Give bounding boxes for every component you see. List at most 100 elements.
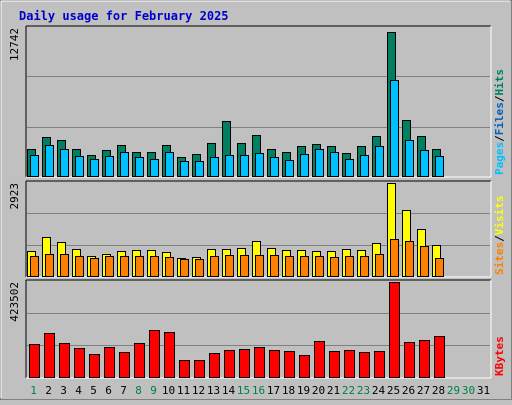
bar-pages-day-17 xyxy=(270,157,279,177)
bar-pages-day-27 xyxy=(420,150,429,177)
day-label: 18 xyxy=(282,384,295,397)
bar-pages-day-19 xyxy=(300,154,309,177)
bar-sites-day-21 xyxy=(330,257,339,277)
bar-pages-day-13 xyxy=(210,157,219,177)
bar-kbytes-day-3 xyxy=(59,343,70,378)
day-label: 4 xyxy=(75,384,82,397)
bar-sites-day-5 xyxy=(90,258,99,277)
bar-kbytes-day-16 xyxy=(254,347,265,378)
day-label: 17 xyxy=(267,384,280,397)
day-label: 3 xyxy=(60,384,67,397)
bar-pages-day-22 xyxy=(345,159,354,177)
day-label: 8 xyxy=(135,384,142,397)
bar-kbytes-day-4 xyxy=(74,348,85,378)
day-label: 28 xyxy=(432,384,445,397)
bar-pages-day-11 xyxy=(180,161,189,177)
bar-sites-day-18 xyxy=(285,256,294,277)
bar-sites-day-8 xyxy=(135,256,144,277)
bar-kbytes-day-21 xyxy=(329,351,340,378)
bar-kbytes-day-10 xyxy=(164,332,175,378)
panel-max-label: 423502 xyxy=(8,282,21,322)
bars-hits xyxy=(27,32,444,177)
bar-kbytes-day-2 xyxy=(44,333,55,378)
chart-title: Daily usage for February 2025 xyxy=(19,9,229,23)
bar-sites-day-1 xyxy=(30,256,39,277)
legend-entry: Hits xyxy=(493,69,506,96)
legend-entry: / xyxy=(493,235,506,242)
bar-kbytes-day-18 xyxy=(284,351,295,378)
day-label: 1 xyxy=(30,384,37,397)
bar-sites-day-11 xyxy=(180,259,189,277)
day-label: 20 xyxy=(312,384,325,397)
bar-kbytes-day-23 xyxy=(359,352,370,378)
day-label: 11 xyxy=(177,384,190,397)
panel-visits: 2923 Sites/Visits xyxy=(8,180,506,278)
legend-entry: KBytes xyxy=(493,336,506,376)
bar-sites-day-15 xyxy=(240,255,249,277)
bar-sites-day-23 xyxy=(360,256,369,277)
bar-kbytes-day-5 xyxy=(89,354,100,378)
bar-kbytes-day-7 xyxy=(119,352,130,378)
day-label: 5 xyxy=(90,384,97,397)
bar-pages-day-9 xyxy=(150,159,159,177)
day-label: 19 xyxy=(297,384,310,397)
bar-sites-day-27 xyxy=(420,246,429,277)
day-label: 23 xyxy=(357,384,370,397)
bar-pages-day-6 xyxy=(105,156,114,177)
bar-sites-day-6 xyxy=(105,256,114,277)
bar-pages-day-4 xyxy=(75,156,84,177)
legend-entry: Pages xyxy=(493,142,506,175)
bar-pages-day-18 xyxy=(285,160,294,177)
day-label: 27 xyxy=(417,384,430,397)
bar-pages-day-8 xyxy=(135,157,144,177)
bar-sites-day-19 xyxy=(300,256,309,277)
bars-visits xyxy=(27,183,444,277)
bar-pages-day-3 xyxy=(60,149,69,177)
bar-sites-day-25 xyxy=(390,239,399,277)
day-label: 21 xyxy=(327,384,340,397)
bar-pages-day-25 xyxy=(390,80,399,177)
panel-max-label: 2923 xyxy=(8,183,21,210)
bar-pages-day-23 xyxy=(360,155,369,177)
bar-kbytes-day-15 xyxy=(239,349,250,378)
bar-pages-day-5 xyxy=(90,159,99,177)
bar-sites-day-13 xyxy=(210,256,219,277)
bars-kbytes xyxy=(29,282,445,378)
bar-sites-day-7 xyxy=(120,256,129,277)
bar-kbytes-day-20 xyxy=(314,341,325,378)
day-label: 7 xyxy=(120,384,127,397)
bar-sites-day-14 xyxy=(225,255,234,277)
bar-sites-day-24 xyxy=(375,254,384,277)
bar-pages-day-14 xyxy=(225,155,234,177)
bar-pages-day-20 xyxy=(315,149,324,177)
bar-kbytes-day-13 xyxy=(209,353,220,378)
bar-sites-day-2 xyxy=(45,254,54,277)
bar-kbytes-day-6 xyxy=(104,347,115,378)
bar-pages-day-7 xyxy=(120,152,129,177)
panel-legend: Pages/Files/Hits xyxy=(493,69,506,175)
day-label: 25 xyxy=(387,384,400,397)
bar-pages-day-28 xyxy=(435,156,444,177)
bar-sites-day-28 xyxy=(435,258,444,277)
day-label: 16 xyxy=(252,384,265,397)
bar-kbytes-day-26 xyxy=(404,342,415,378)
day-label: 9 xyxy=(150,384,157,397)
panel-legend: KBytes xyxy=(493,336,506,376)
bar-sites-day-12 xyxy=(195,259,204,277)
bar-sites-day-17 xyxy=(270,255,279,277)
legend-entry: Visits xyxy=(493,196,506,236)
bar-kbytes-day-28 xyxy=(434,336,445,378)
bar-kbytes-day-11 xyxy=(179,360,190,378)
bar-kbytes-day-8 xyxy=(134,343,145,378)
panel-kbytes: 423502 KBytes xyxy=(8,279,506,379)
bar-sites-day-16 xyxy=(255,255,264,277)
bar-sites-day-10 xyxy=(165,257,174,277)
bar-pages-day-12 xyxy=(195,161,204,177)
bar-kbytes-day-9 xyxy=(149,330,160,378)
day-label: 29 xyxy=(447,384,460,397)
panel-legend: Sites/Visits xyxy=(493,196,506,276)
bar-kbytes-day-12 xyxy=(194,360,205,378)
